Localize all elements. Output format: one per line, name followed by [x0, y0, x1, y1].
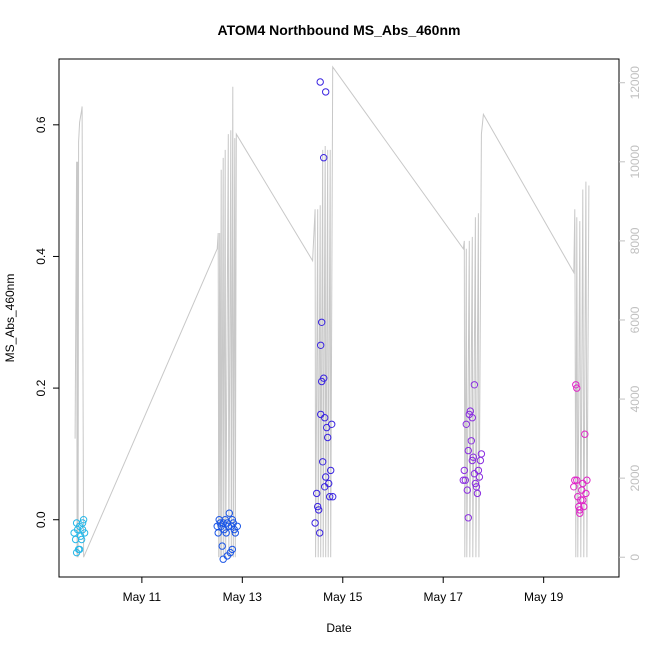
data-point-s2-p7: [319, 458, 327, 466]
data-point-s1-p20: [223, 552, 232, 560]
data-point-s4-p3: [573, 384, 581, 392]
data-point-s3-p12: [471, 479, 480, 488]
x-tick-label-1: May 13: [223, 590, 263, 604]
data-point-s3-p20: [464, 514, 472, 522]
data-point-s3-p10: [469, 453, 477, 461]
data-point-s3-p5: [464, 446, 472, 455]
data-point-s1-p1: [214, 529, 222, 537]
data-point-s2-p23: [321, 414, 329, 422]
data-point-s2-p19: [322, 88, 330, 96]
y2-tick-label-4: 8000: [628, 227, 642, 254]
data-point-s3-p21: [468, 456, 476, 465]
y2-tick-label-5: 10000: [628, 145, 642, 179]
data-point-s2-p17: [329, 493, 337, 501]
data-point-s1-p9: [222, 529, 230, 537]
chart-title: ATOM4 Northbound MS_Abs_460nm: [218, 22, 461, 38]
data-point-s3-p14: [473, 489, 482, 498]
x-axis-label: Date: [326, 621, 352, 635]
y2-tick-label-3: 6000: [628, 306, 642, 333]
data-point-s4-p11: [581, 430, 589, 438]
data-point-s3-p17: [476, 456, 485, 465]
data-point-s1-p12: [225, 509, 234, 517]
data-point-s2-p14: [326, 493, 334, 501]
y-tick-label-3: 0.6: [34, 116, 48, 133]
plot-frame: [58, 58, 620, 578]
data-point-s2-p21: [317, 341, 325, 349]
data-point-s0-p9: [79, 516, 88, 524]
data-point-s1-p5: [218, 542, 226, 550]
y-tick-label-2: 0.4: [34, 248, 48, 265]
points-layer: [70, 78, 591, 563]
data-point-s3-p7: [466, 407, 474, 415]
secondary-trace-line: [74, 65, 590, 558]
data-point-s2-p10: [322, 473, 330, 481]
data-point-s2-p22: [320, 374, 328, 382]
data-point-s2-p12: [324, 433, 332, 442]
data-point-s2-p3: [315, 506, 323, 514]
data-point-s1-p11: [224, 522, 233, 530]
secondary-trace-layer: [74, 65, 590, 558]
data-point-s0-p13: [78, 519, 87, 527]
y-axis-label: MS_Abs_460nm: [3, 274, 17, 363]
y2-tick-label-0: 0: [628, 554, 642, 561]
data-point-s2-p15: [327, 466, 335, 475]
data-point-s2-p4: [316, 529, 324, 537]
data-point-s4-p2: [572, 381, 580, 389]
data-point-s1-p22: [233, 522, 242, 530]
y-tick-label-1: 0.2: [34, 379, 48, 396]
data-point-s4-p12: [582, 489, 590, 498]
data-point-s3-p19: [470, 381, 479, 389]
data-point-s2-p2: [314, 502, 322, 511]
data-point-s4-p16: [573, 476, 581, 484]
x-tick-label-4: May 19: [524, 590, 564, 604]
data-point-s4-p13: [583, 476, 591, 484]
data-point-s2-p0: [311, 519, 319, 527]
y-tick-label-0: 0.0: [34, 511, 48, 528]
x-tick-label-2: May 15: [323, 590, 363, 604]
y2-tick-label-2: 4000: [628, 385, 642, 412]
data-point-s3-p8: [467, 437, 475, 445]
data-point-s3-p16: [475, 473, 484, 481]
axes-layer: May 11 May 13 May 15 May 17 May 19 0.0 0.2 0.4 0…: [34, 66, 642, 604]
data-point-s3-p9: [468, 414, 476, 422]
data-point-s4-p15: [579, 496, 587, 504]
data-point-s0-p12: [75, 545, 84, 554]
data-point-s3-p2: [461, 476, 469, 484]
y2-tick-label-1: 2000: [628, 464, 642, 491]
data-point-s2-p20: [318, 318, 326, 326]
data-point-s2-p16: [328, 420, 336, 428]
data-point-s2-p9: [321, 483, 329, 491]
data-point-s3-p0: [459, 476, 467, 484]
data-point-s4-p1: [571, 476, 579, 484]
data-point-s3-p1: [460, 466, 468, 475]
x-tick-label-0: May 11: [123, 590, 162, 604]
data-point-s2-p1: [313, 489, 321, 498]
data-point-s4-p7: [577, 496, 585, 504]
data-point-s0-p7: [77, 535, 86, 544]
data-point-s4-p14: [576, 509, 584, 517]
data-point-s1-p3: [216, 519, 224, 527]
x-tick-label-3: May 17: [424, 590, 464, 604]
data-point-s3-p18: [477, 450, 486, 458]
data-point-s0-p10: [80, 529, 89, 537]
data-point-s1-p15: [228, 516, 237, 524]
y2-tick-label-6: 12000: [628, 66, 642, 100]
data-point-s2-p13: [325, 479, 333, 488]
data-point-s3-p4: [463, 486, 471, 494]
data-point-s1-p18: [231, 529, 240, 537]
data-point-s2-p11: [323, 423, 331, 432]
data-point-s2-p18: [316, 78, 324, 86]
data-point-s1-p21: [228, 545, 237, 554]
data-point-s2-p8: [320, 154, 328, 162]
data-point-s3-p3: [462, 420, 470, 428]
